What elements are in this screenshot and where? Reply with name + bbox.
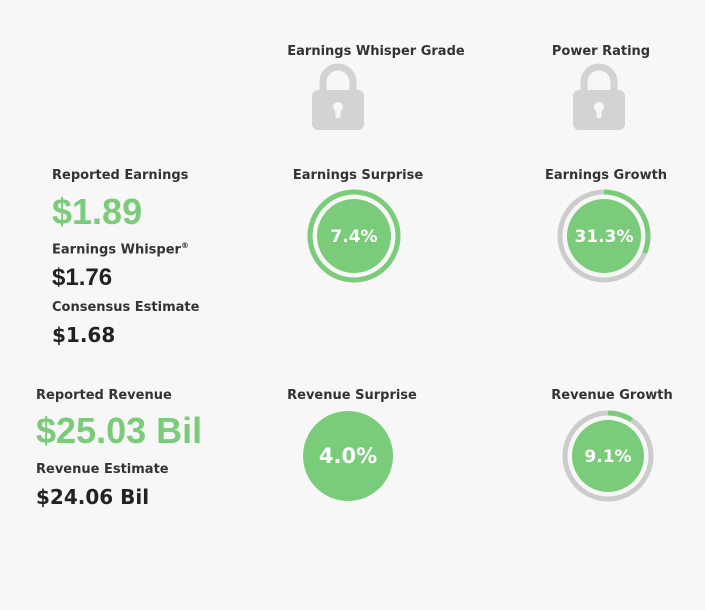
revenue-growth-ring [562, 410, 654, 502]
earnings-surprise-value: 7.4% [330, 227, 377, 247]
earnings-growth-gauge: 31.3% [557, 189, 651, 283]
revenue-surprise-gauge: 4.0% [303, 411, 393, 501]
revenue-growth-label: Revenue Growth [551, 388, 673, 403]
reported-revenue-label: Reported Revenue [36, 388, 172, 403]
consensus-estimate-value: $1.68 [52, 323, 116, 347]
revenue-estimate-value: $24.06 Bil [36, 485, 150, 509]
reported-earnings-label: Reported Earnings [52, 168, 189, 183]
earnings-whisper-value: $1.76 [52, 264, 113, 291]
earnings-growth-ring [557, 189, 651, 283]
revenue-estimate-label: Revenue Estimate [36, 462, 169, 477]
reported-earnings-value: $1.89 [52, 191, 143, 232]
consensus-estimate-label: Consensus Estimate [52, 300, 200, 315]
whisper-grade-header: Earnings Whisper Grade [287, 44, 465, 59]
revenue-surprise-disc [303, 411, 393, 501]
earnings-growth-value: 31.3% [575, 227, 634, 247]
whisper-grade-lock-icon [309, 60, 367, 134]
earnings-whisper-label: Earnings Whisper® [52, 241, 189, 258]
earnings-growth-disc [567, 199, 641, 273]
earnings-surprise-disc [317, 199, 391, 273]
power-rating-header: Power Rating [551, 44, 651, 59]
revenue-growth-disc [572, 420, 644, 492]
earnings-growth-label: Earnings Growth [544, 168, 668, 183]
registered-mark: ® [180, 241, 189, 250]
revenue-surprise-label: Revenue Surprise [287, 388, 417, 403]
reported-revenue-value: $25.03 Bil [36, 410, 203, 451]
earnings-surprise-gauge: 7.4% [307, 189, 401, 283]
revenue-growth-gauge: 9.1% [562, 410, 654, 502]
earnings-surprise-ring [307, 189, 401, 283]
power-rating-lock-icon [570, 60, 628, 134]
earnings-surprise-label: Earnings Surprise [292, 168, 424, 183]
revenue-growth-value: 9.1% [584, 447, 631, 467]
revenue-surprise-value: 4.0% [319, 444, 377, 468]
